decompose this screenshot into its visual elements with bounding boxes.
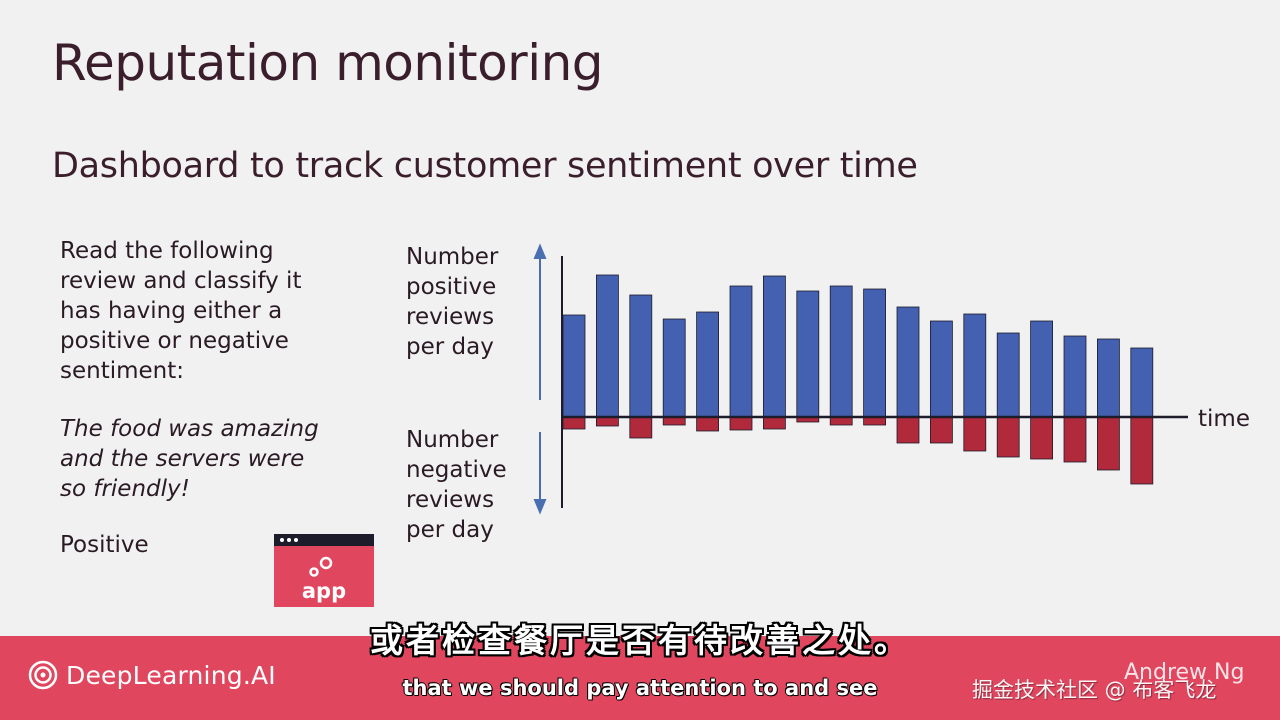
positive-bar-9: [829, 285, 853, 418]
up-arrow: [533, 243, 547, 400]
prompt-line: review and classify it: [60, 268, 302, 294]
positive-bar-18: [1130, 347, 1154, 418]
positive-bar-5: [696, 311, 720, 418]
positive-bar-13: [963, 313, 987, 418]
positive-bar-1: [562, 314, 586, 418]
positive-bar-6: [729, 285, 753, 418]
review-line: The food was amazing: [60, 416, 319, 442]
footer-bar: [0, 636, 1280, 720]
y-label-line: positive: [406, 274, 497, 300]
negative-bar-11: [896, 416, 920, 444]
positive-bar-8: [796, 290, 820, 418]
negative-bar-2: [596, 416, 619, 427]
prompt-line: positive or negative: [60, 328, 289, 354]
slide-title: Reputation monitoring: [52, 34, 604, 92]
positive-bar-11: [896, 306, 920, 418]
positive-bar-3: [629, 294, 653, 418]
y-label-positive: Number positive reviews per day: [406, 242, 498, 362]
negative-bar-7: [762, 416, 786, 430]
positive-bar-17: [1097, 338, 1120, 418]
positive-bar-10: [863, 288, 887, 418]
review-line: so friendly!: [60, 476, 190, 502]
prompt-line: Read the following: [60, 238, 274, 264]
watermark: 掘金技术社区 @ 布客飞龙: [972, 678, 1217, 702]
negative-bar-15: [1030, 416, 1054, 460]
author-name: Andrew Ng: [1124, 660, 1245, 685]
subtitle-english: that we should pay attention to and see: [402, 676, 878, 700]
y-label-line: Number: [406, 244, 499, 270]
y-label-line: reviews: [406, 487, 495, 513]
down-arrow: [533, 432, 547, 515]
negative-bar-13: [963, 416, 987, 452]
negative-bar-17: [1097, 416, 1120, 471]
y-label-line: per day: [406, 517, 494, 543]
negative-bar-1: [562, 416, 586, 430]
y-label-line: reviews: [406, 304, 495, 330]
y-label-line: per day: [406, 334, 494, 360]
negative-bar-12: [929, 416, 953, 444]
app-window: [274, 534, 374, 607]
brand-name: DeepLearning.AI: [66, 660, 276, 690]
negative-bar-16: [1063, 416, 1087, 463]
positive-bar-12: [929, 320, 953, 418]
classification-prompt: Read the following review and classify i…: [60, 236, 360, 386]
negative-bar-6: [729, 416, 753, 431]
positive-bar-14: [996, 332, 1020, 418]
gear-icon: [309, 556, 333, 577]
subtitle-chinese: 或者检查餐厅是否有待改善之处。: [370, 621, 910, 660]
slide-subtitle: Dashboard to track customer sentiment ov…: [52, 146, 918, 186]
y-label-line: negative: [406, 457, 507, 483]
sentiment-chart: time: [533, 243, 1250, 515]
negative-bar-3: [629, 416, 653, 439]
positive-bar-7: [762, 275, 786, 418]
classification-result: Positive: [60, 532, 149, 558]
app-label: app: [302, 579, 346, 603]
prompt-line: has having either a: [60, 298, 283, 324]
prompt-line: sentiment:: [60, 358, 185, 384]
y-label-line: Number: [406, 427, 499, 453]
negative-bar-5: [696, 416, 720, 432]
slide: Reputation monitoring Dashboard to track…: [52, 34, 1250, 607]
app-icon: app: [274, 534, 374, 607]
review-text: The food was amazing and the servers wer…: [60, 414, 360, 504]
deeplearning-logo-icon: [28, 660, 58, 690]
negative-bar-14: [996, 416, 1020, 458]
brand-logo: DeepLearning.AI: [28, 660, 276, 690]
positive-bar-15: [1030, 320, 1054, 418]
negative-bar-18: [1130, 416, 1154, 485]
x-axis-label: time: [1198, 406, 1250, 432]
y-label-negative: Number negative reviews per day: [406, 425, 507, 545]
review-line: and the servers were: [60, 446, 305, 472]
bars-group: [562, 274, 1154, 485]
positive-bar-16: [1063, 335, 1087, 418]
app-titlebar: [274, 534, 374, 546]
positive-bar-2: [596, 274, 619, 418]
positive-bar-4: [662, 318, 686, 418]
